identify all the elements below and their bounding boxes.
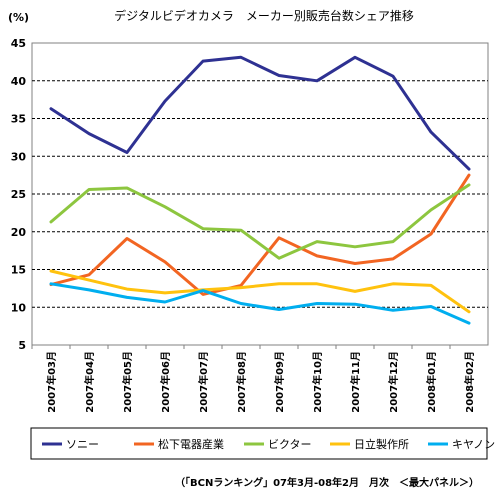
series-line xyxy=(49,282,471,325)
y-axis-ticks: 5 10 15 20 25 30 35 40 45 xyxy=(11,37,27,352)
series-line xyxy=(49,183,471,260)
series-line xyxy=(49,173,471,296)
x-tick-label: 2007年06月 xyxy=(159,351,172,413)
x-tick-label: 2007年08月 xyxy=(235,351,248,413)
y-tick-label: 25 xyxy=(11,188,26,201)
series-line xyxy=(49,55,471,171)
x-tick-label: 2008年02月 xyxy=(463,351,476,413)
y-tick-label: 35 xyxy=(11,113,26,126)
legend: ソニー 松下電器産業 ビクター 日立製作所 キヤノン xyxy=(42,437,495,451)
x-tick-label: 2007年03月 xyxy=(45,351,58,413)
x-tick-label: 2007年11月 xyxy=(349,351,362,413)
chart-title: デジタルビデオカメラ メーカー別販売台数シェア推移 xyxy=(114,8,414,23)
y-tick-label: 10 xyxy=(11,301,27,314)
source-footnote: （「BCNランキング」07年3月-08年2月 月次 ＜最大パネル＞） xyxy=(175,476,479,489)
x-axis-ticks: 2007年03月 2007年04月 2007年05月 2007年06月 2007年07月… xyxy=(31,345,476,413)
y-tick-label: 40 xyxy=(11,75,27,88)
legend-label: キヤノン xyxy=(452,438,495,451)
y-unit-label: (%) xyxy=(8,11,29,24)
y-tick-label: 20 xyxy=(11,226,27,239)
legend-label: ビクター xyxy=(268,438,312,451)
y-tick-label: 15 xyxy=(11,264,26,277)
x-tick-label: 2007年04月 xyxy=(83,351,96,413)
legend-label: ソニー xyxy=(66,438,99,451)
y-tick-label: 5 xyxy=(18,339,26,352)
x-tick-label: 2007年07月 xyxy=(197,351,210,413)
legend-label: 松下電器産業 xyxy=(158,437,224,451)
y-tick-label: 30 xyxy=(11,150,27,163)
x-tick-label: 2007年12月 xyxy=(387,351,400,413)
x-tick-label: 2007年10月 xyxy=(311,351,324,413)
x-tick-label: 2007年05月 xyxy=(121,351,134,413)
legend-label: 日立製作所 xyxy=(354,437,409,451)
x-tick-label: 2007年09月 xyxy=(273,351,286,413)
series-line xyxy=(49,269,471,314)
y-tick-label: 45 xyxy=(11,37,26,50)
x-tick-label: 2008年01月 xyxy=(425,351,438,413)
series-lines xyxy=(49,55,471,325)
